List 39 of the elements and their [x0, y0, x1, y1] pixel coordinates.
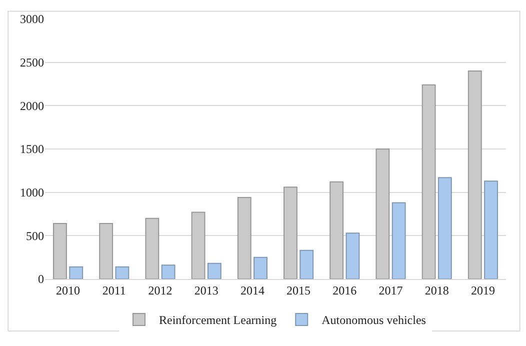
x-tick-label: 2018	[424, 283, 449, 298]
bar	[422, 84, 436, 279]
bar	[99, 223, 114, 279]
bar	[115, 266, 130, 279]
y-tick-label: 3000	[20, 12, 44, 26]
x-tick-label: 2017	[378, 283, 403, 298]
x-tick-label: 2011	[102, 283, 126, 298]
bar	[207, 262, 222, 279]
y-tick-label: 0	[38, 272, 44, 286]
bar	[191, 212, 206, 279]
bar	[254, 256, 268, 279]
bar	[438, 177, 452, 279]
bar	[484, 180, 498, 279]
legend-label: Reinforcement Learning	[159, 313, 277, 328]
bar	[69, 266, 84, 279]
bar	[284, 186, 298, 279]
bar	[53, 223, 67, 279]
x-tick-label: 2013	[194, 283, 218, 298]
bar	[161, 264, 176, 279]
x-tick-label: 2016	[332, 283, 357, 298]
bar	[300, 250, 314, 279]
bar	[145, 218, 160, 279]
x-tick-label: 2019	[470, 283, 495, 298]
x-tick-label: 2010	[56, 283, 80, 298]
bar	[237, 197, 252, 279]
y-tick-label: 2500	[20, 56, 44, 70]
bar	[376, 148, 390, 279]
x-tick-label: 2012	[148, 283, 172, 298]
x-tick-label: 2014	[240, 283, 264, 298]
bar	[346, 232, 360, 279]
x-tick-label: 2015	[286, 283, 311, 298]
y-tick-label: 2000	[20, 98, 44, 113]
bar	[330, 181, 344, 279]
bar	[392, 202, 406, 279]
legend-label: Autonomous vehicles	[322, 313, 426, 328]
y-tick-label: 500	[26, 228, 44, 243]
y-tick-label: 1500	[20, 142, 44, 156]
y-tick-label: 1000	[20, 186, 44, 200]
bar	[468, 70, 482, 279]
